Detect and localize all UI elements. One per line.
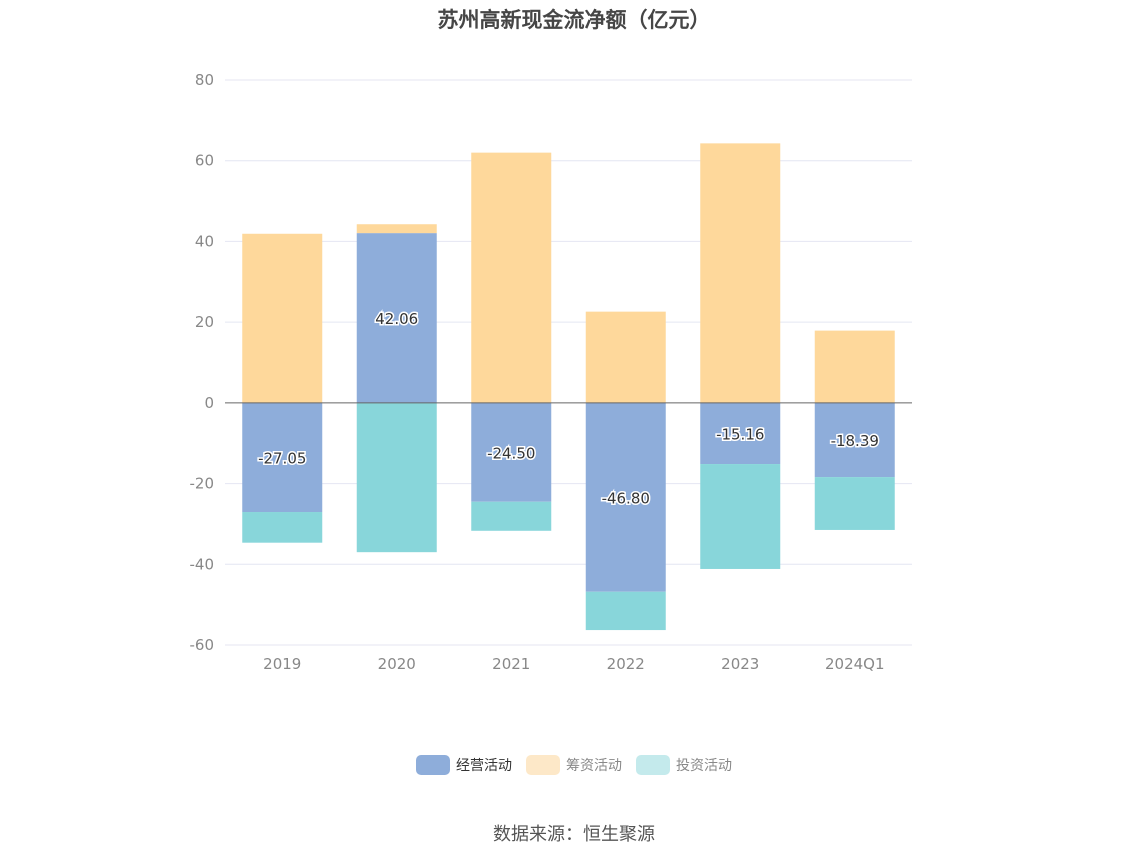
legend-swatch — [416, 755, 450, 775]
legend-item[interactable]: 投资活动 — [636, 755, 732, 775]
bar-operating — [585, 402, 666, 592]
y-tick-label: -40 — [190, 555, 215, 573]
bar-investing — [471, 501, 552, 531]
legend-label: 经营活动 — [456, 758, 512, 774]
x-tick-label: 2022 — [607, 655, 645, 673]
y-tick-label: -60 — [190, 636, 215, 654]
chart-title: 苏州高新现金流净额（亿元） — [437, 8, 711, 32]
x-tick-label: 2019 — [263, 655, 301, 673]
legend-swatch — [636, 755, 670, 775]
bar-investing — [356, 402, 437, 553]
y-tick-label: 80 — [195, 71, 214, 89]
y-tick-label: 20 — [195, 313, 214, 331]
data-label: -18.39 — [831, 432, 879, 450]
data-label: -27.05 — [258, 449, 306, 467]
bar-financing — [356, 224, 437, 234]
bar-operating — [356, 233, 437, 403]
legend-swatch — [526, 755, 560, 775]
legend-item[interactable]: 经营活动 — [416, 755, 512, 775]
legend-label: 筹资活动 — [566, 758, 622, 774]
data-label: -24.50 — [487, 444, 535, 462]
x-tick-label: 2020 — [378, 655, 416, 673]
bar-investing — [242, 512, 323, 543]
legend-label: 投资活动 — [676, 758, 732, 774]
bar-operating — [471, 402, 552, 502]
data-source: 数据来源：恒生聚源 — [493, 824, 655, 845]
bar-financing — [814, 330, 895, 403]
legend-item[interactable]: 筹资活动 — [526, 755, 622, 775]
bar-financing — [585, 311, 666, 403]
bar-operating — [242, 402, 323, 513]
y-tick-label: -20 — [190, 475, 215, 493]
legend: 经营活动 筹资活动 投资活动 — [0, 755, 1148, 775]
y-tick-label: 60 — [195, 152, 214, 170]
data-label: -15.16 — [716, 425, 764, 443]
bar-financing — [242, 233, 323, 403]
bar-financing — [471, 152, 552, 403]
data-label: 42.06 — [375, 310, 418, 328]
bar-operating — [814, 402, 895, 478]
data-label: -46.80 — [602, 489, 650, 507]
bar-investing — [814, 477, 895, 530]
stacked-bar-chart: -60 -40 -20 0 20 40 60 80 -27.05 42.06 -24.50 -46.8… — [190, 71, 912, 673]
bar-operating — [700, 402, 781, 465]
x-tick-label: 2021 — [492, 655, 530, 673]
y-tick-label: 40 — [195, 232, 214, 250]
bar-financing — [700, 143, 781, 403]
bar-investing — [700, 464, 781, 569]
x-tick-label: 2023 — [721, 655, 759, 673]
bar-investing — [585, 591, 666, 631]
y-tick-label: 0 — [204, 394, 214, 412]
x-tick-label: 2024Q1 — [825, 655, 885, 673]
